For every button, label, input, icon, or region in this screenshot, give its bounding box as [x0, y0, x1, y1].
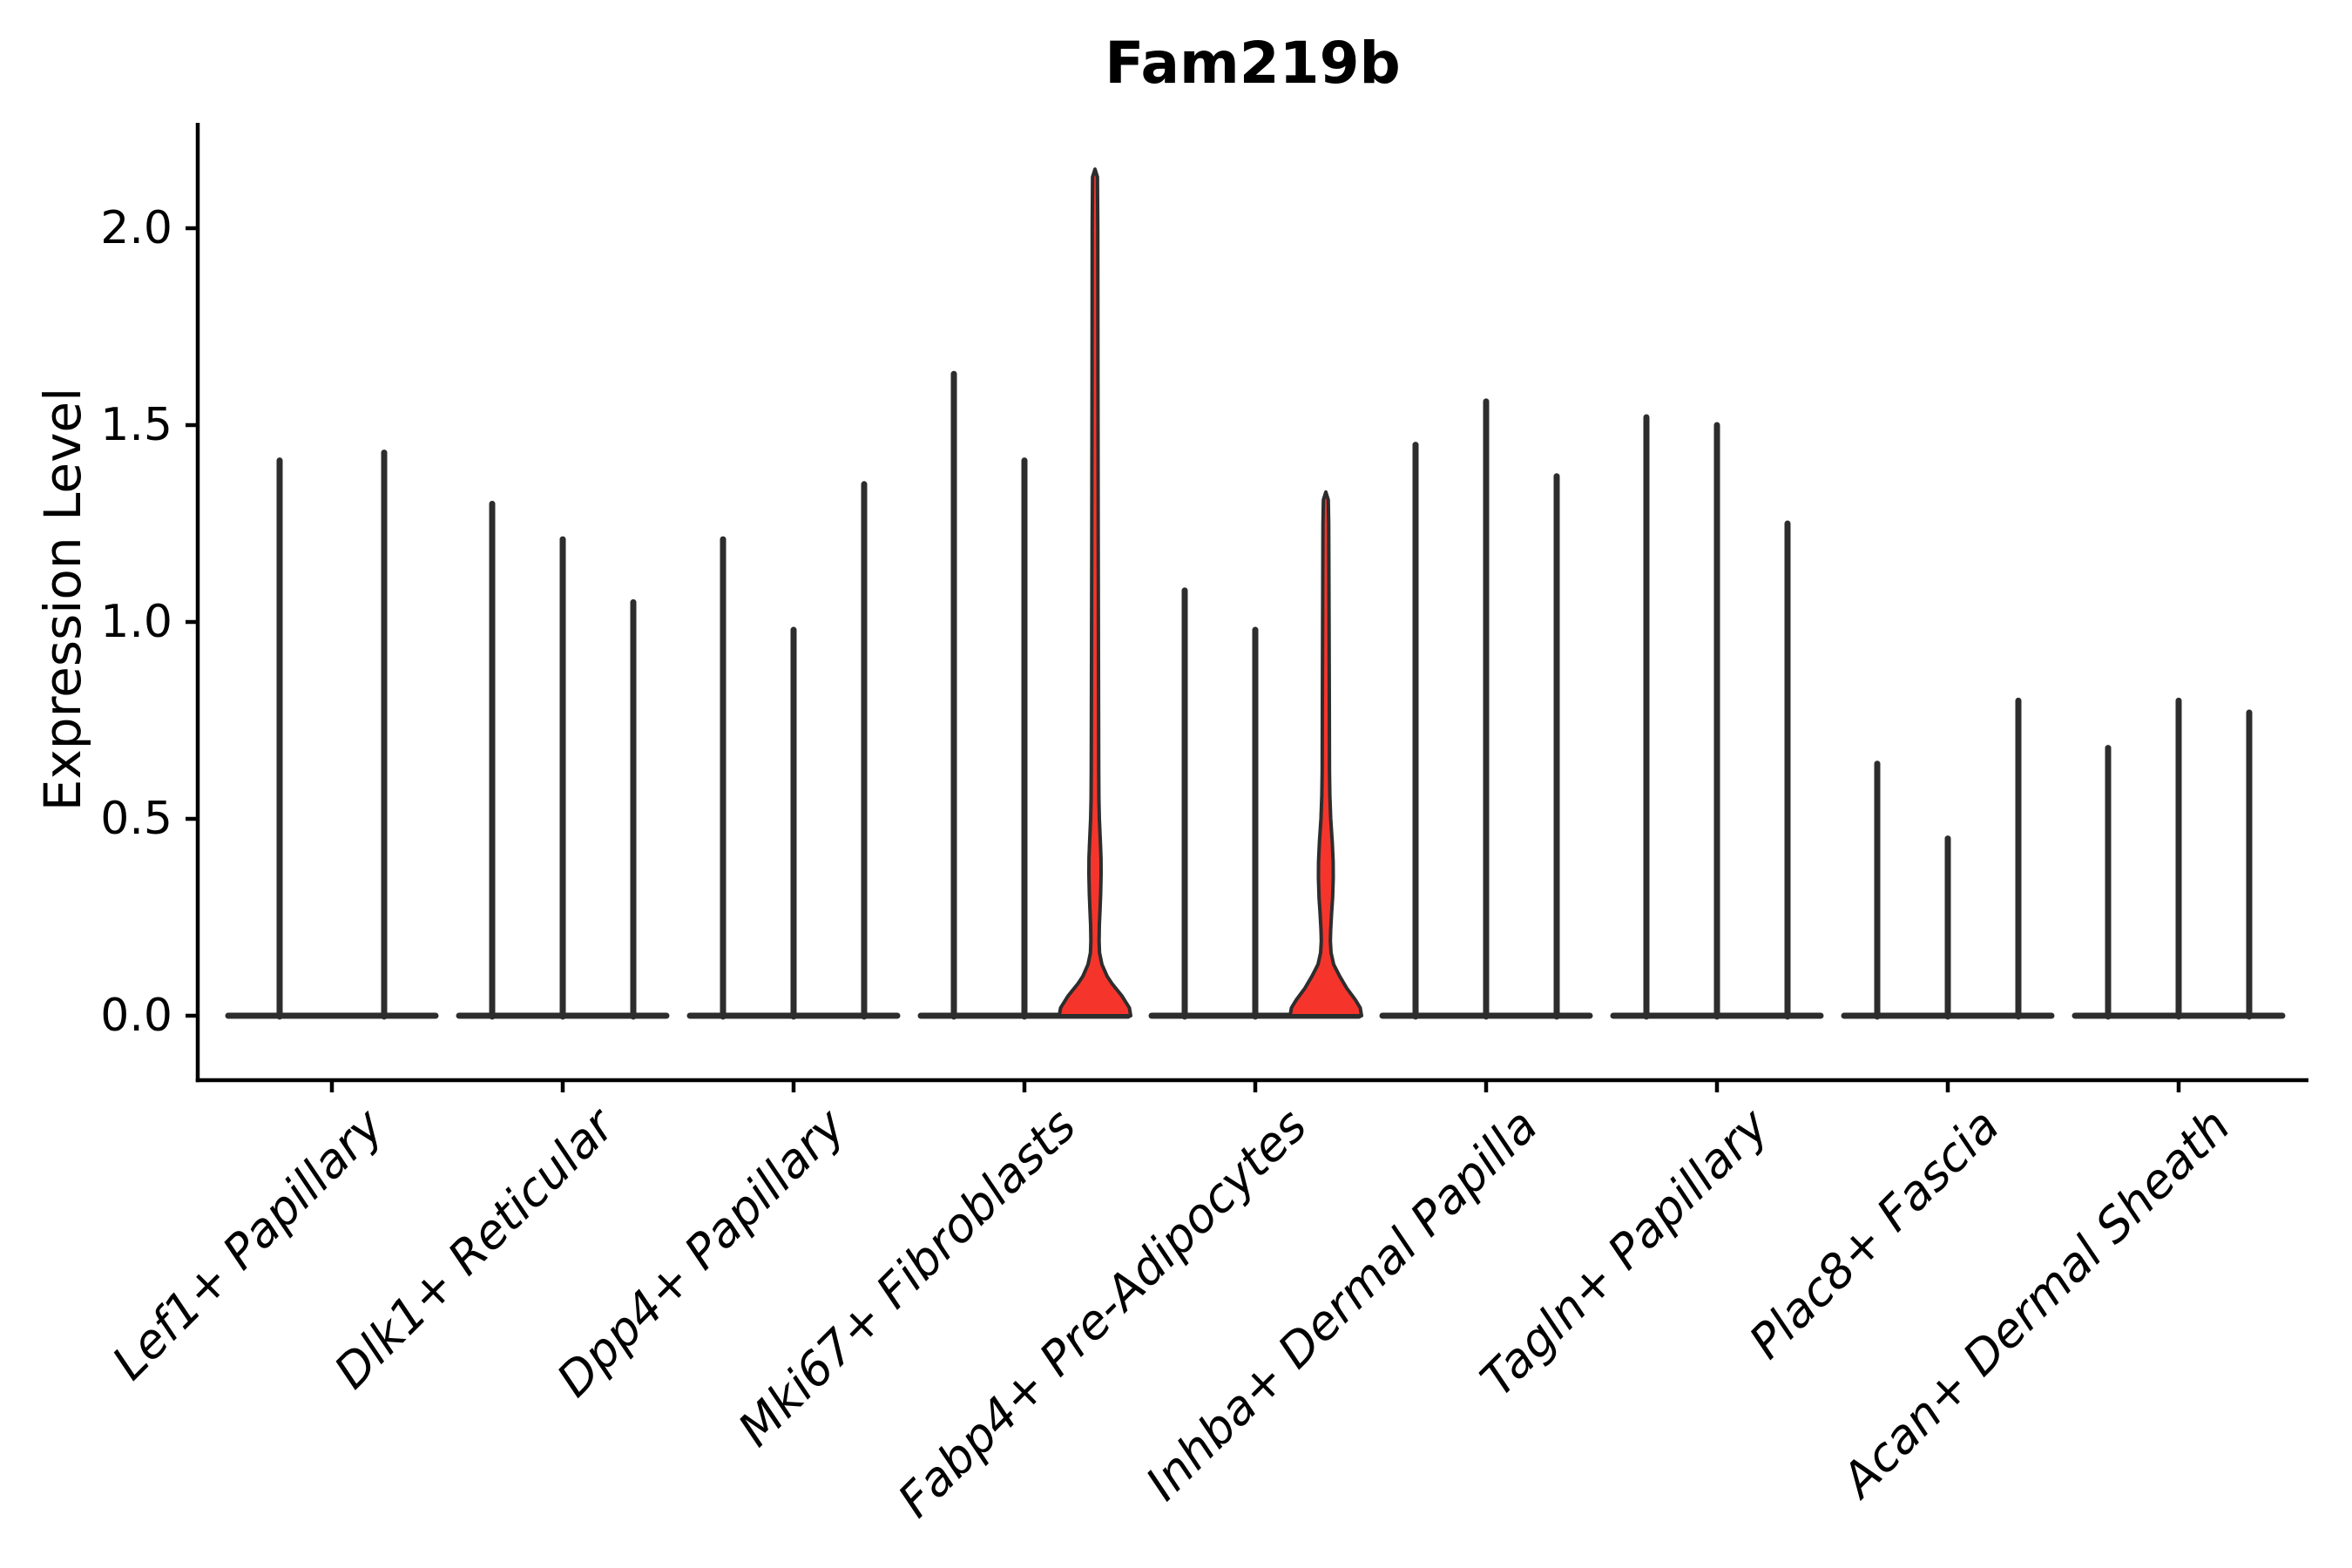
- y-tick-label: 2.0: [100, 202, 172, 254]
- chart-title: Fam219b: [1105, 30, 1401, 97]
- highlight-violin: [1288, 490, 1363, 1017]
- highlight-violin: [1058, 167, 1132, 1017]
- y-tick-label: 1.0: [100, 596, 172, 648]
- y-tick-label: 1.5: [100, 399, 172, 451]
- y-tick-label: 0.5: [100, 793, 172, 845]
- y-tick-label: 0.0: [100, 990, 172, 1042]
